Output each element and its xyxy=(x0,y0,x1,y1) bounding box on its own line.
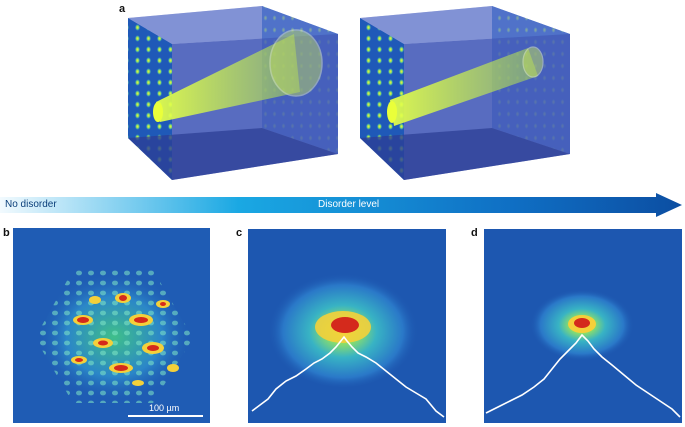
panel-c-intensity-map xyxy=(248,229,446,423)
intensity-profile-c xyxy=(251,335,445,418)
panel-label-d: d xyxy=(471,227,478,239)
panel-label-a: a xyxy=(119,3,126,15)
light-beam-right xyxy=(390,48,538,126)
intensity-profile-d xyxy=(485,333,681,418)
panel-a-illustration xyxy=(128,6,570,180)
lattice-box-left xyxy=(128,6,338,180)
lattice-box-right xyxy=(360,6,570,180)
panel-label-c: c xyxy=(236,227,243,239)
panel-b-intensity-map xyxy=(13,228,210,423)
disorder-level-label: Disorder level xyxy=(318,199,380,210)
panel-d-intensity-map xyxy=(484,229,682,423)
panel-label-b: b xyxy=(3,227,10,239)
scale-bar-label: 100 µm xyxy=(149,403,180,413)
no-disorder-label: No disorder xyxy=(5,199,57,210)
light-beam-left xyxy=(156,34,300,122)
hot-spots xyxy=(71,293,179,386)
disorder-arrow xyxy=(0,193,682,217)
